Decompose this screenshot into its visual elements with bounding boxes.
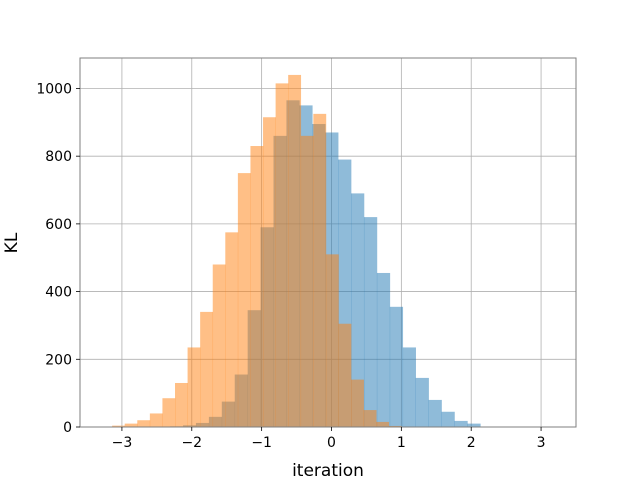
- y-tick-label: 1000: [36, 81, 72, 97]
- histogram-bar-series-2: [175, 382, 188, 427]
- histogram-bar-series-2: [237, 173, 251, 427]
- histogram-bar-series-2: [112, 425, 126, 427]
- y-tick-label: 800: [45, 149, 72, 165]
- histogram-bar-series-2: [388, 425, 402, 427]
- histogram-bar-series-2: [300, 135, 314, 428]
- histogram-bar-series-2: [250, 146, 264, 427]
- histogram-bar-series-2: [212, 264, 226, 427]
- histogram-bar-series-1: [415, 377, 429, 427]
- y-tick-label: 600: [45, 217, 72, 233]
- y-tick-label: 200: [45, 352, 72, 368]
- histogram-bar-series-2: [275, 83, 289, 428]
- histogram-bar-series-2: [338, 323, 352, 427]
- histogram-bar-series-1: [389, 306, 404, 427]
- histogram-bar-series-2: [325, 254, 339, 427]
- x-tick-label: 2: [467, 435, 476, 451]
- histogram-bar-series-2: [149, 413, 163, 427]
- x-tick-label: 0: [327, 435, 336, 451]
- histogram-bar-series-2: [200, 311, 214, 427]
- x-axis-label: iteration: [292, 461, 364, 480]
- histogram-bar-series-1: [454, 420, 468, 427]
- histogram-bar-series-2: [137, 420, 151, 427]
- x-tick-label: 3: [537, 435, 546, 451]
- x-tick-label: −1: [251, 435, 272, 451]
- histogram-bar-series-2: [263, 117, 276, 428]
- histogram-bar-series-1: [402, 347, 416, 427]
- histogram-bar-series-2: [225, 232, 239, 427]
- histogram-bar-series-1: [376, 272, 391, 427]
- x-axis-ticks: −3 −2 −1 0 1 2 3: [112, 427, 546, 451]
- histogram-bar-series-2: [351, 379, 364, 427]
- histogram-bar-series-2: [313, 113, 327, 428]
- histogram-bar-series-2: [376, 421, 390, 427]
- histogram-bar-series-1: [441, 411, 455, 427]
- histogram-bar-series-2: [162, 398, 176, 427]
- histogram-bar-series-2: [124, 423, 138, 427]
- x-tick-label: −3: [112, 435, 133, 451]
- histogram-bar-series-1: [428, 399, 442, 427]
- histogram-bar-series-2: [363, 410, 377, 427]
- x-tick-label: 1: [397, 435, 406, 451]
- histogram-bar-series-2: [288, 74, 302, 427]
- histogram-bar-series-2: [187, 347, 201, 427]
- histogram-bar-series-1: [467, 423, 481, 427]
- x-tick-label: −2: [181, 435, 202, 451]
- y-tick-label: 0: [63, 420, 72, 436]
- y-tick-label: 400: [45, 285, 72, 301]
- y-axis-ticks: 0 200 400 600 800 1000: [36, 81, 80, 436]
- histogram-bars: [112, 74, 481, 428]
- histogram-bar-series-1: [351, 193, 365, 427]
- histogram-bar-series-1: [363, 217, 378, 427]
- plot-frame: [79, 57, 577, 428]
- y-axis-label: KL: [2, 232, 22, 253]
